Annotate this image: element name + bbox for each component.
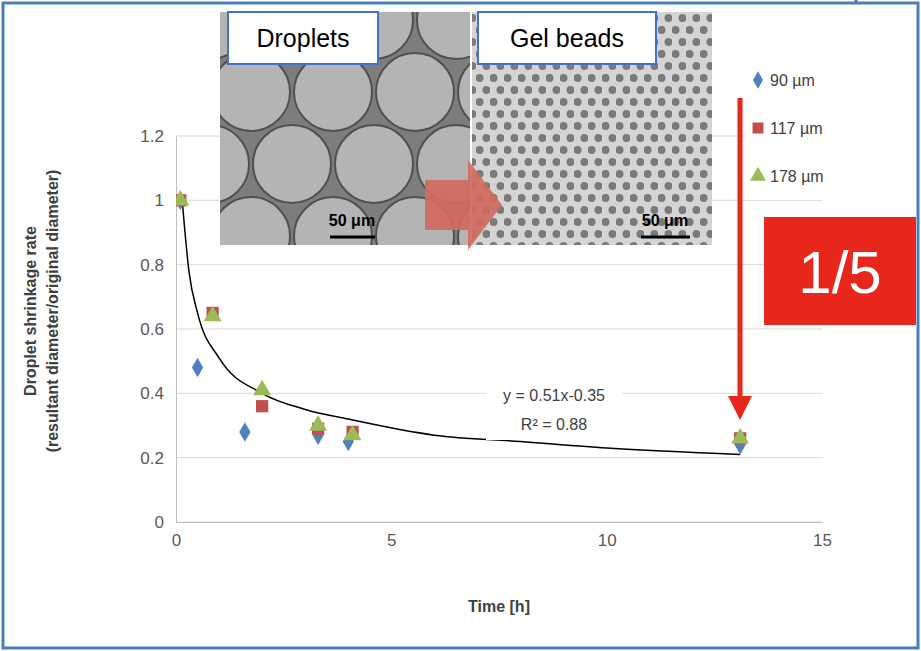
tick: 15	[813, 522, 832, 550]
y-axis-title-line: Droplet shrinkage rate	[22, 226, 39, 396]
trendline-label-text: R² = 0.88	[521, 416, 587, 433]
image-label: Gel beads	[510, 24, 624, 52]
y-axis-title: Droplet shrinkage rate (resultant diamete…	[22, 170, 61, 453]
image-label: Droplets	[256, 24, 349, 52]
frame-stub	[855, 0, 858, 4]
image-label-box	[478, 12, 656, 64]
tick: 0.4	[140, 384, 176, 403]
point	[731, 428, 749, 444]
inset-images: Droplets Gel beads 50 μm 50 μm	[171, 0, 712, 275]
point	[344, 425, 362, 441]
y-axis: 0 0.2 0.4 0.6 0.8 1 1.2	[140, 127, 176, 532]
scale-bar-label: 50 μm	[642, 212, 688, 229]
scale-bar	[641, 236, 690, 239]
point	[204, 306, 222, 322]
legend-label: 117 µm	[770, 120, 823, 137]
x-axis: 0 5 10 15	[172, 522, 832, 550]
tick-label: 1	[155, 191, 164, 210]
legend-label: 178 µm	[770, 168, 824, 185]
tick-label: 0	[155, 513, 164, 532]
process-arrow	[425, 160, 502, 250]
tick: 0	[155, 513, 176, 532]
legend-label: 90 µm	[770, 72, 815, 89]
point	[192, 358, 203, 378]
tick-label: 0.2	[140, 449, 164, 468]
tick-label: 15	[813, 531, 832, 550]
droplet	[458, 53, 470, 131]
point	[176, 190, 189, 206]
tick-label: 1.2	[140, 127, 164, 146]
legend-marker	[750, 167, 766, 181]
droplet	[253, 125, 331, 203]
scale-bar-label: 50 μm	[329, 212, 375, 229]
grid-line	[176, 522, 822, 523]
grid-line	[176, 457, 822, 458]
droplets	[220, 12, 470, 245]
photo-gel-beads	[472, 12, 712, 245]
tick-label: 5	[387, 531, 396, 550]
droplet	[376, 53, 454, 131]
droplet	[220, 125, 249, 203]
grid-line	[176, 329, 822, 330]
droplet	[335, 125, 413, 203]
ratio-arrow	[738, 98, 743, 398]
point	[239, 422, 250, 442]
ratio-arrowhead	[728, 396, 752, 420]
ratio-box	[764, 217, 916, 325]
trendline-label-box	[486, 378, 622, 440]
scale-bar	[330, 236, 375, 239]
tick: 1.2	[140, 127, 176, 146]
legend-box	[746, 58, 862, 200]
tick: 5	[387, 522, 396, 550]
tick: 0.6	[140, 320, 176, 339]
trendline-label-text: y = 0.51x-0.35	[503, 387, 605, 404]
grid-line	[176, 264, 822, 265]
tick-label: 0.6	[140, 320, 164, 339]
point	[253, 380, 271, 396]
ratio-label: 1/5	[798, 239, 881, 306]
tick: 10	[598, 522, 617, 550]
tick-label: 0	[172, 531, 181, 550]
droplet	[220, 197, 290, 245]
tick-label: 0.8	[140, 256, 164, 275]
tick: 1	[155, 191, 176, 210]
tick-label: 0.4	[140, 384, 164, 403]
frame	[3, 3, 918, 648]
tick: 0.8	[140, 256, 176, 275]
legend-marker	[753, 71, 763, 88]
droplet	[417, 12, 470, 59]
tick: 0.2	[140, 449, 176, 468]
trendline-label: y = 0.51x-0.35 R² = 0.88	[486, 378, 622, 440]
image-label-box	[228, 12, 378, 64]
point	[309, 415, 327, 431]
point	[256, 400, 268, 412]
legend: 90 µm 117 µm 178 µm	[746, 58, 862, 200]
axis-line	[177, 522, 823, 523]
chart: 0 5 10 15 0 0.2 0.4 0.6 0.8 1 1.2 Time [h] Droplet s…	[0, 0, 921, 651]
tick-label: 10	[598, 531, 617, 550]
y-axis-title-line: (resultant diameter/original diameter)	[44, 170, 61, 453]
tick: 0	[172, 522, 181, 550]
x-axis-title: Time [h]	[468, 598, 530, 615]
legend-marker	[753, 123, 764, 134]
